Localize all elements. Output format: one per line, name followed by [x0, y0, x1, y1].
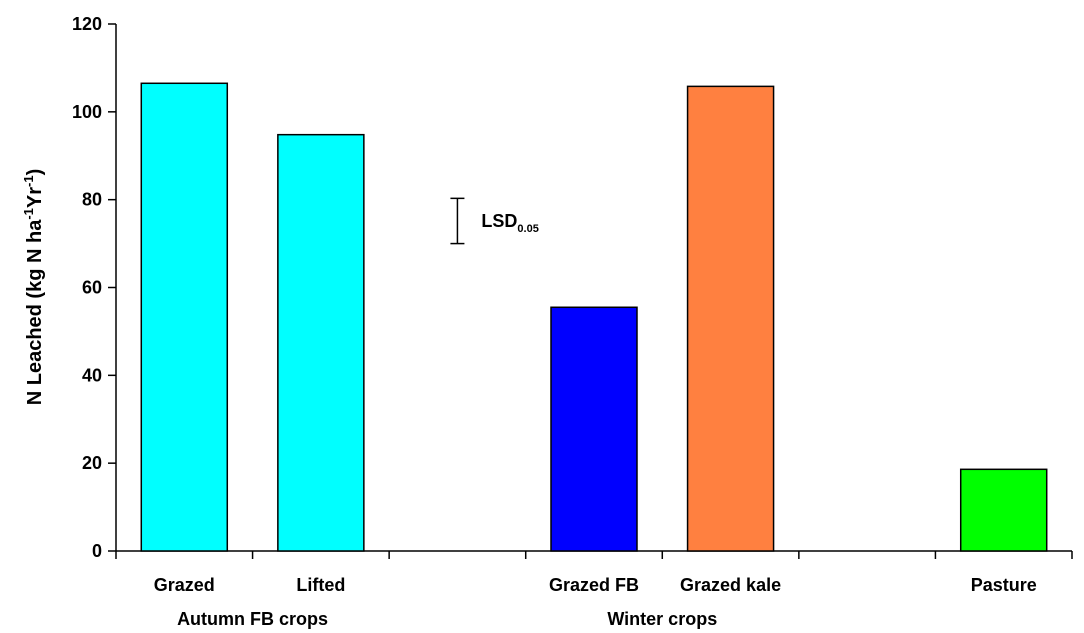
y-tick-label: 100 [72, 102, 102, 122]
x-category-label: Lifted [296, 575, 345, 595]
y-tick-label: 80 [82, 190, 102, 210]
y-axis-title: N Leached (kg N ha-1Yr-1) [21, 169, 46, 406]
x-category-label: Grazed kale [680, 575, 781, 595]
axes [108, 23, 1073, 559]
y-axis-title-sup2: -1 [21, 175, 36, 187]
y-axis-title-end: ) [24, 169, 46, 176]
lsd-label-subscript: 0.05 [517, 223, 538, 235]
group-labels: Autumn FB crops Winter crops [177, 609, 717, 629]
y-axis-title-sup1: -1 [21, 208, 36, 220]
x-category-label: Pasture [971, 575, 1037, 595]
y-tick-label: 60 [82, 278, 102, 298]
lsd-label-main: LSD [481, 211, 517, 231]
y-tick-label: 40 [82, 365, 102, 385]
bar [686, 85, 775, 552]
y-tick-label: 20 [82, 453, 102, 473]
lsd-label: LSD0.05 [481, 211, 538, 235]
y-tick-label: 0 [92, 541, 102, 561]
bar [959, 468, 1048, 552]
y-tick-labels: 0 20 40 60 80 100 120 [72, 14, 102, 561]
bar [277, 133, 365, 552]
lsd-error-bar: LSD0.05 [450, 197, 539, 245]
bar [140, 82, 229, 552]
y-axis-title-mid: Yr [24, 187, 46, 208]
group-label: Autumn FB crops [177, 609, 328, 629]
y-axis-title-base: N Leached (kg N ha [24, 219, 46, 405]
bar [550, 306, 638, 552]
group-label: Winter crops [607, 609, 717, 629]
x-category-label: Grazed FB [549, 575, 639, 595]
y-tick-label: 120 [72, 14, 102, 34]
bars [140, 82, 1048, 552]
x-tick-labels: Grazed Lifted Grazed FB Grazed kale Pasture [154, 575, 1037, 595]
x-category-label: Grazed [154, 575, 215, 595]
